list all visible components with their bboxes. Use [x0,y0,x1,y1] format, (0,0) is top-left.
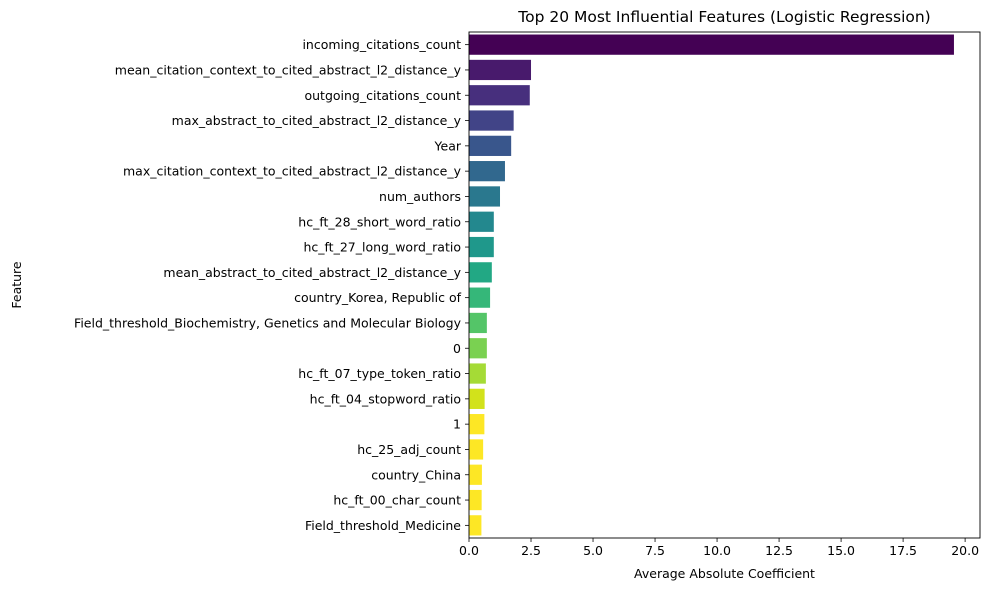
bar-16 [469,439,484,460]
bar-5 [469,161,505,182]
bar-0 [469,34,954,55]
bar-10 [469,287,491,308]
y-tick-label: Field_threshold_Medicine [305,518,461,533]
y-tick-label: hc_ft_04_stopword_ratio [310,391,461,406]
bar-13 [469,363,486,384]
plot-frame [468,31,981,539]
bar-18 [469,489,482,511]
y-tick-label: max_citation_context_to_cited_abstract_l… [123,164,462,179]
y-tick-label: hc_ft_28_short_word_ratio [298,214,461,229]
chart-title: Top 20 Most Influential Features (Logist… [517,8,930,26]
x-tick-label: 0.0 [459,543,479,558]
bar-9 [469,262,492,283]
y-tick-label: incoming_citations_count [302,37,461,52]
bar-1 [469,59,532,81]
y-tick-label: 0 [453,341,461,356]
y-tick-label: Year [434,138,462,153]
bar-7 [469,211,494,232]
bar-19 [469,515,482,536]
bar-12 [469,338,487,359]
bar-14 [469,388,485,409]
bar-6 [469,186,501,207]
x-tick-label: 5.0 [583,543,603,558]
x-tick-label: 12.5 [765,543,793,558]
y-tick-label: hc_25_adj_count [357,442,461,457]
x-tick-label: 2.5 [521,543,541,558]
bar-2 [469,85,530,106]
bar-15 [469,414,485,435]
y-tick-label: hc_ft_27_long_word_ratio [303,240,461,255]
x-tick-label: 20.0 [951,543,979,558]
y-tick-label: country_Korea, Republic of [294,290,461,305]
y-tick-label: max_abstract_to_cited_abstract_l2_distan… [172,113,462,128]
y-tick-label: hc_ft_00_char_count [333,493,461,508]
bars-group [469,34,954,536]
y-tick-labels: incoming_citations_count mean_citation_co… [74,37,469,533]
y-tick-label: mean_citation_context_to_cited_abstract_… [115,62,462,77]
bar-8 [469,236,494,258]
y-tick-label: Field_threshold_Biochemistry, Genetics a… [74,315,462,330]
bar-11 [469,312,487,334]
x-tick-label: 17.5 [889,543,917,558]
x-tick-label: 10.0 [703,543,731,558]
bar-4 [469,135,512,156]
x-tick-label: 7.5 [645,543,665,558]
bar-17 [469,464,482,485]
x-tick-labels: 0.0 2.5 5.0 7.5 10.0 12.5 15.0 17.5 20.0 [459,538,979,558]
y-tick-label: country_China [371,467,461,482]
bar-3 [469,110,514,131]
x-axis-label: Average Absolute Coefficient [634,566,815,581]
y-axis-label: Feature [9,261,24,309]
y-tick-label: num_authors [379,189,461,204]
y-tick-label: mean_abstract_to_cited_abstract_l2_dista… [163,265,461,280]
y-tick-label: 1 [453,417,461,432]
y-tick-label: outgoing_citations_count [304,88,461,103]
x-tick-label: 15.0 [827,543,855,558]
y-tick-label: hc_ft_07_type_token_ratio [298,366,461,381]
